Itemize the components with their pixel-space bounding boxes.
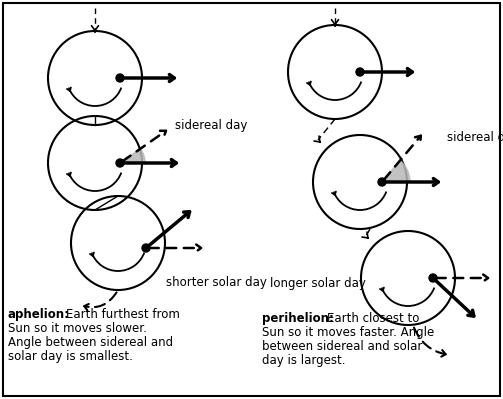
Text: between sidereal and solar: between sidereal and solar [262,340,423,353]
Text: Sun so it moves faster. Angle: Sun so it moves faster. Angle [262,326,434,339]
Text: sidereal day: sidereal day [447,130,503,144]
Circle shape [429,274,437,282]
Wedge shape [120,149,145,163]
Text: Angle between sidereal and: Angle between sidereal and [8,336,173,349]
Text: shorter solar day: shorter solar day [166,276,267,289]
Text: aphelion:: aphelion: [8,308,70,321]
Circle shape [378,178,386,186]
Text: Earth furthest from: Earth furthest from [66,308,180,321]
Text: Sun so it moves slower.: Sun so it moves slower. [8,322,147,335]
Text: day is largest.: day is largest. [262,354,346,367]
Circle shape [116,74,124,82]
Wedge shape [382,160,410,182]
Text: sidereal day: sidereal day [175,119,247,132]
Circle shape [116,159,124,167]
Circle shape [142,244,150,252]
Text: perihelion:: perihelion: [262,312,334,325]
Text: Earth closest to: Earth closest to [327,312,420,325]
Text: solar day is smallest.: solar day is smallest. [8,350,133,363]
Circle shape [356,68,364,76]
Text: longer solar day: longer solar day [270,277,366,290]
